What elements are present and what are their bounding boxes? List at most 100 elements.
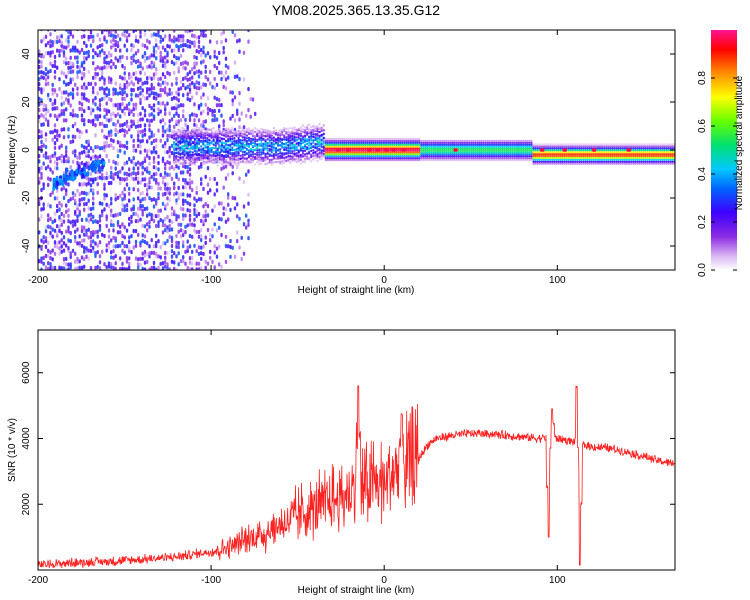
- heatmap-cell: [424, 145, 427, 148]
- heatmap-cell: [161, 128, 165, 133]
- heatmap-cell: [515, 147, 519, 150]
- heatmap-cell: [546, 154, 550, 158]
- heatmap-cell: [262, 151, 265, 154]
- heatmap-cell: [49, 216, 52, 222]
- heatmap-cell: [283, 159, 286, 162]
- heatmap-cell: [173, 48, 176, 53]
- heatmap-cell: [183, 139, 186, 142]
- heatmap-cell: [293, 128, 296, 131]
- heatmap-cell: [536, 143, 539, 146]
- heatmap-cell: [555, 152, 558, 156]
- heatmap-cell: [526, 155, 529, 158]
- heatmap-cell: [47, 122, 50, 127]
- heatmap-cell: [526, 157, 529, 160]
- heatmap-cell: [328, 147, 332, 150]
- heatmap-cell: [152, 76, 156, 81]
- heatmap-cell: [276, 160, 280, 164]
- heatmap-cell: [116, 43, 120, 49]
- heatmap-cell: [211, 109, 214, 114]
- heatmap-cell: [461, 143, 464, 146]
- heatmap-cell: [125, 176, 129, 181]
- heatmap-cell: [445, 155, 448, 158]
- heatmap-cell: [161, 45, 165, 50]
- heatmap-cell: [152, 86, 156, 91]
- heatmap-cell: [188, 177, 192, 182]
- heatmap-cell: [465, 143, 469, 146]
- heatmap-cell: [289, 144, 292, 148]
- heatmap-cell: [295, 138, 298, 142]
- heatmap-cell: [85, 232, 88, 237]
- heatmap-cell: [542, 158, 546, 161]
- heatmap-cell: [65, 153, 68, 158]
- heatmap-cell: [60, 238, 63, 243]
- heatmap-cell: [110, 39, 113, 44]
- heatmap-cell: [218, 50, 221, 56]
- heatmap-cell: [503, 145, 506, 148]
- heatmap-cell: [155, 177, 158, 183]
- heatmap-cell: [414, 158, 417, 162]
- heatmap-cell: [239, 147, 242, 150]
- heatmap-cell: [146, 228, 149, 233]
- heatmap-cell: [409, 143, 413, 146]
- heatmap-cell: [137, 187, 140, 193]
- heatmap-cell: [107, 234, 111, 239]
- heatmap-cell: [164, 34, 167, 39]
- heatmap-cell: [235, 152, 238, 156]
- heatmap-cell: [482, 141, 485, 144]
- heatmap-cell: [227, 154, 230, 157]
- heatmap-cell: [343, 147, 346, 150]
- heatmap-cell: [114, 261, 117, 266]
- heatmap-cell: [107, 88, 111, 93]
- heatmap-cell: [436, 145, 440, 148]
- heatmap-cell: [40, 30, 43, 32]
- heatmap-cell: [561, 152, 564, 156]
- heatmap-cell: [83, 34, 86, 39]
- heatmap-cell: [51, 40, 54, 45]
- heatmap-cell: [590, 151, 593, 154]
- heatmap-cell: [457, 151, 460, 154]
- heatmap-cell: [590, 160, 593, 163]
- heatmap-cell: [123, 133, 126, 138]
- heatmap-cell: [517, 141, 521, 144]
- heatmap-cell: [159, 172, 162, 178]
- heatmap-cell: [139, 199, 142, 204]
- heatmap-cell: [507, 141, 510, 144]
- heatmap-cell: [239, 130, 242, 133]
- heatmap-cell: [204, 144, 207, 147]
- heatmap-cell: [416, 155, 419, 158]
- heatmap-cell: [233, 155, 236, 158]
- heatmap-cell: [266, 152, 269, 155]
- heatmap-cell: [465, 139, 469, 143]
- heatmap-cell: [132, 71, 135, 77]
- heatmap-cell: [301, 135, 305, 138]
- heatmap-cell: [519, 155, 523, 158]
- heatmap-cell: [546, 156, 550, 160]
- heatmap-cell: [92, 219, 95, 225]
- heatmap-cell: [211, 112, 214, 117]
- heatmap-cell: [173, 113, 176, 118]
- heatmap-cell: [112, 176, 115, 181]
- heatmap-cell: [470, 141, 473, 144]
- heatmap-cell: [507, 147, 510, 150]
- heatmap-cell: [148, 87, 151, 92]
- heatmap-cell: [530, 149, 533, 152]
- heatmap-cell: [426, 145, 429, 148]
- heatmap-cell: [168, 128, 171, 133]
- heatmap-cell: [53, 113, 57, 118]
- heatmap-cell: [216, 129, 219, 133]
- heatmap-cell: [214, 146, 217, 149]
- heatmap-cell: [355, 137, 359, 141]
- heatmap-cell: [83, 225, 86, 230]
- heatmap-cell: [130, 159, 133, 164]
- heatmap-cell: [511, 155, 514, 158]
- heatmap-cell: [391, 157, 394, 160]
- heatmap-cell: [451, 155, 454, 158]
- heatmap-cell: [146, 213, 149, 218]
- heatmap-cell: [47, 164, 50, 169]
- heatmap-cell: [314, 125, 317, 128]
- heatmap-cell: [40, 87, 43, 92]
- heatmap-cell: [123, 161, 126, 166]
- heatmap-cell: [166, 190, 169, 195]
- heatmap-cell: [110, 77, 113, 82]
- heatmap-cell: [155, 49, 158, 54]
